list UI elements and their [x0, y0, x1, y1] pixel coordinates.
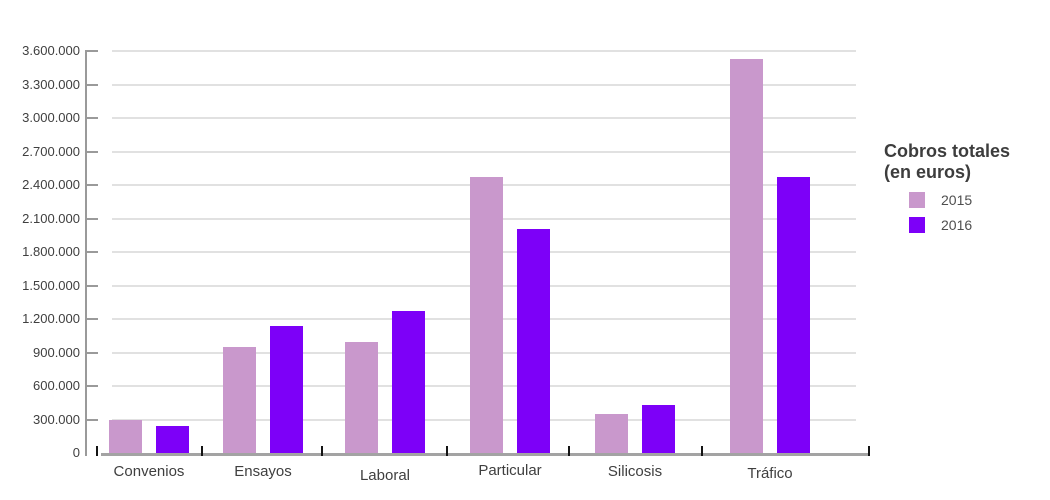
x-axis-label-convenios: Convenios: [113, 463, 185, 480]
x-axis-tick: [446, 446, 448, 456]
y-axis-tick: [85, 83, 98, 86]
x-axis-tick: [201, 446, 203, 456]
y-axis-label: 1.800.000: [22, 244, 80, 259]
y-axis-label: 300.000: [33, 411, 80, 427]
x-axis-tick: [568, 446, 570, 456]
y-axis-label: 1.200.000: [22, 311, 80, 326]
x-axis-label-tráfico: Tráfico: [747, 465, 793, 482]
x-axis-label-silicosis: Silicosis: [607, 463, 663, 480]
legend-title-line1: Cobros totales: [884, 141, 1011, 161]
gridline: [112, 150, 856, 153]
bar-2016-laboral: [392, 311, 425, 453]
y-axis-label: 1.500.000: [22, 277, 80, 293]
bar-2015-tráfico: [730, 59, 763, 453]
y-axis-label: 0: [72, 445, 80, 460]
bar-2015-silicosis: [595, 414, 628, 453]
x-axis-label-particular: Particular: [478, 462, 542, 479]
bar-2016-silicosis: [642, 405, 675, 453]
y-axis-label: 600.000: [33, 378, 80, 393]
x-axis-tick: [868, 446, 870, 456]
gridline: [112, 83, 856, 86]
bar-2015-particular: [470, 177, 503, 453]
x-axis-label-ensayos: Ensayos: [234, 463, 292, 480]
legend-swatch-2016: [909, 217, 925, 233]
y-axis-tick: [85, 117, 98, 119]
y-axis-label: 3.300.000: [22, 76, 80, 92]
y-axis-tick: [85, 184, 98, 186]
bar-2015-convenios: [109, 420, 142, 453]
y-axis-tick: [85, 50, 98, 52]
legend-label-2016: 2016: [941, 217, 973, 233]
legend-title: Cobros totales (en euros): [884, 141, 1050, 183]
y-axis-tick: [85, 351, 98, 354]
legend-item-2015: 2015: [909, 192, 1050, 208]
legend-title-line2: (en euros): [884, 162, 972, 182]
y-axis-tick: [85, 385, 98, 387]
y-axis-label: 2.700.000: [22, 143, 80, 159]
y-axis-label: 900.000: [33, 344, 80, 360]
bar-2016-ensayos: [270, 326, 303, 453]
y-axis-label: 2.400.000: [22, 177, 80, 192]
y-axis-tick: [85, 150, 98, 153]
y-axis-line: [85, 51, 87, 456]
y-axis-tick: [85, 318, 98, 320]
bar-2016-tráfico: [777, 177, 810, 453]
x-axis-baseline: [101, 453, 870, 456]
gridline: [112, 117, 856, 119]
legend-swatch-2015: [909, 192, 925, 208]
gridline: [112, 50, 856, 52]
y-axis-tick: [85, 217, 98, 220]
bar-2016-convenios: [156, 426, 189, 453]
bar-2015-laboral: [345, 342, 378, 453]
x-axis-label-laboral: Laboral: [359, 467, 411, 484]
x-axis-tick: [701, 446, 703, 456]
legend: Cobros totales (en euros) 2015 2016: [884, 141, 1050, 233]
y-axis-tick: [85, 251, 98, 253]
y-axis-label: 3.000.000: [22, 110, 80, 125]
bar-2016-particular: [517, 229, 550, 453]
y-axis-label: 2.100.000: [22, 210, 80, 226]
bar-2015-ensayos: [223, 347, 256, 453]
y-axis-tick: [85, 284, 98, 287]
legend-label-2015: 2015: [941, 192, 973, 208]
y-axis-label: 3.600.000: [22, 43, 80, 58]
x-axis-tick: [321, 446, 323, 456]
y-axis-tick: [85, 418, 98, 421]
x-axis-tick: [96, 446, 98, 456]
legend-item-2016: 2016: [909, 217, 1050, 233]
